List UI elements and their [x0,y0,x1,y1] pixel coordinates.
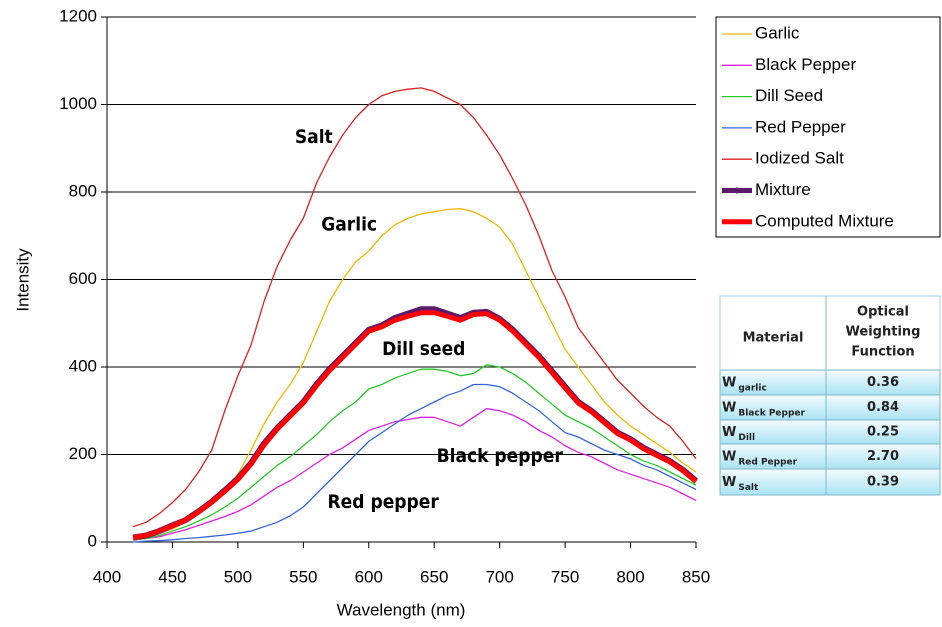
y-tick-label: 0 [88,531,97,550]
row-label-main: W [722,449,736,464]
series-line [132,87,697,528]
x-tick-label: 600 [355,567,383,586]
table-header: Function [851,345,914,360]
legend-box [715,16,941,238]
row-label: W Black Pepper [722,400,806,418]
legend-label: Dill Seed [755,86,823,105]
x-tick-label: 550 [289,567,317,586]
table-value: 0.84 [867,400,899,415]
legend-marker [734,187,740,194]
table-header: Optical [857,305,909,320]
table-header-bg [719,295,941,371]
y-tick-label: 400 [69,356,97,375]
table-cell [719,443,941,470]
series-line [133,383,697,543]
legend-label: Iodized Salt [755,149,844,168]
table-value: 0.39 [867,475,899,490]
legend-label: Garlic [755,23,800,42]
legend-label: Black Pepper [755,55,856,74]
x-tick-label: 650 [420,567,448,586]
row-label-main: W [722,375,736,390]
table-value: 0.36 [867,375,899,390]
y-tick-label: 600 [69,269,97,288]
y-tick-label: 1200 [59,6,97,25]
row-label-sub: Dill [738,433,755,443]
series-line [133,364,697,541]
row-label: W Salt [722,475,759,493]
x-tick-label: 750 [551,567,579,586]
x-axis-label: Wavelength (nm) [337,600,466,619]
table-cell [719,419,941,445]
legend-label: Red Pepper [755,117,846,136]
annotation: Garlic [321,213,377,235]
row-label-main: W [722,475,736,490]
row-label: W Red Pepper [722,449,798,467]
x-tick-label: 450 [158,567,186,586]
legend-label: Mixture [755,180,811,199]
annotation: Black pepper [437,445,564,467]
table-value: 2.70 [867,449,899,464]
y-axis-label: Intensity [13,248,32,312]
y-tick-label: 1000 [59,94,97,113]
legend-label: Computed Mixture [755,211,894,230]
table-value: 0.25 [867,425,899,440]
series-line [133,407,697,541]
table-header: Material [743,331,804,346]
x-tick-label: 850 [682,567,710,586]
row-label-main: W [722,425,736,440]
x-tick-label: 700 [485,567,513,586]
annotation: Red pepper [328,491,440,513]
y-tick-label: 200 [69,444,97,463]
annotation: Dill seed [382,338,465,360]
y-tick-label: 800 [69,181,97,200]
row-label-sub: garlic [738,383,766,393]
table-cell [719,468,941,496]
row-label: W Dill [722,425,755,443]
row-label-sub: Red Pepper [738,457,797,467]
table-header: Weighting [846,325,921,340]
x-tick-label: 800 [616,567,644,586]
x-tick-label: 400 [93,567,121,586]
series-line [132,310,698,541]
annotation: Salt [295,126,333,148]
row-label-sub: Black Pepper [738,408,805,418]
table-cell [719,394,941,421]
row-label-main: W [722,400,736,415]
row-label-sub: Salt [738,483,759,493]
weight-table: Material Optical Weighting Function W garlic 0… [719,295,941,496]
x-tick-label: 500 [224,567,252,586]
